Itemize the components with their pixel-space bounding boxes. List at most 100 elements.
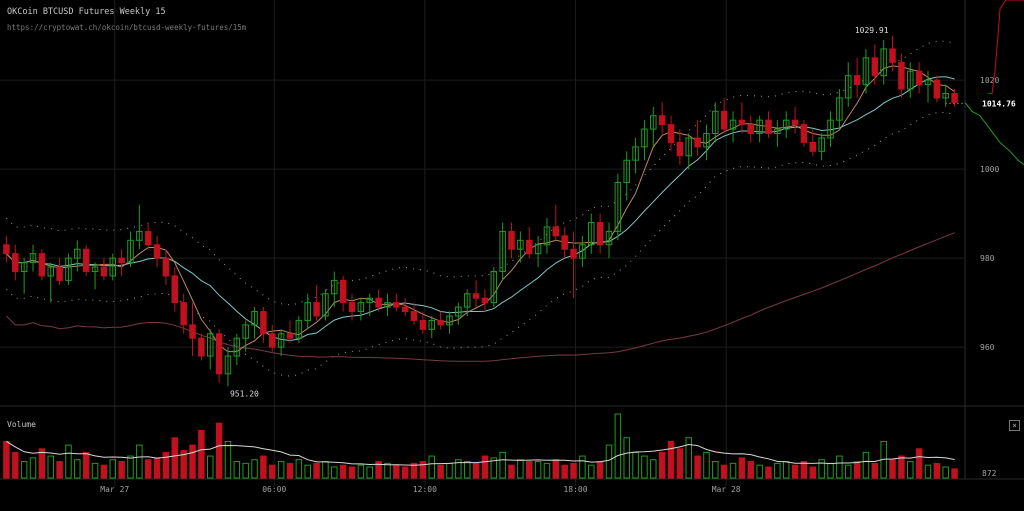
volume-bar [570, 462, 577, 479]
volume-bar [924, 464, 932, 479]
volume-bar [534, 461, 542, 479]
candle-body [818, 137, 825, 152]
candle-body [880, 48, 887, 77]
candle-body [393, 302, 400, 308]
candle-body [295, 319, 303, 339]
volume-bar [348, 466, 356, 479]
volume-bar [171, 437, 179, 479]
volume-bar [304, 464, 311, 479]
candle-body [136, 230, 143, 241]
candle-body [499, 230, 506, 272]
candle-body [153, 244, 161, 259]
candle-body [375, 297, 382, 308]
close-volume-icon[interactable]: × [1009, 420, 1020, 431]
high-price-label: 1029.91 [855, 26, 889, 35]
volume-bar [853, 461, 861, 479]
candle-body [286, 333, 294, 339]
volume-bar [251, 459, 258, 479]
candle-body [853, 75, 861, 86]
last-price-label: 1014.76 [982, 99, 1016, 108]
candle-body [277, 333, 285, 348]
volume-bar [809, 466, 817, 479]
volume-bar [596, 461, 604, 479]
candle-body [889, 48, 896, 63]
candle-body [765, 119, 772, 135]
candle-body [401, 306, 409, 313]
volume-bar [109, 459, 117, 479]
volume-bar [339, 464, 347, 479]
volume-bar [756, 464, 763, 479]
candle-body [871, 57, 879, 77]
candle-body [304, 302, 311, 321]
candle-body [517, 239, 524, 250]
volume-bar [907, 461, 914, 479]
volume-bar [313, 462, 320, 479]
volume-bar [490, 457, 498, 479]
candle-body [614, 181, 622, 232]
candle-body [162, 257, 170, 277]
candle-body [100, 266, 108, 277]
volume-bar [463, 461, 471, 479]
volume-bar [614, 413, 622, 479]
candle-body [605, 230, 613, 246]
candle-body [189, 324, 196, 339]
volume-bar [525, 461, 533, 479]
candle-body [694, 137, 701, 148]
candle-body [579, 244, 586, 259]
x-tick-label: 06:00 [262, 485, 286, 494]
candle-body [12, 253, 19, 272]
volume-bar [915, 448, 923, 479]
candle-body [827, 119, 834, 139]
candle-body [29, 253, 37, 264]
candle-body [703, 133, 710, 148]
volume-bar [3, 440, 10, 479]
x-tick-label: 18:00 [563, 485, 587, 494]
candle-body [570, 248, 577, 259]
candle-body [322, 293, 329, 317]
volume-panel-label: Volume [7, 420, 36, 429]
candle-body [534, 244, 542, 255]
volume-bar [472, 462, 480, 479]
candle-body [206, 333, 214, 357]
candle-body [898, 61, 905, 90]
candle-body [419, 319, 427, 330]
candle-body [20, 262, 28, 272]
volume-bar [605, 444, 613, 479]
candle-body [543, 226, 551, 246]
candle-body [472, 293, 480, 299]
candle-body [774, 128, 781, 135]
volume-bar [455, 459, 462, 479]
volume-bar [419, 461, 427, 479]
candle-body [463, 293, 471, 308]
y-tick-label: 1000 [980, 165, 999, 174]
candle-body [924, 79, 932, 86]
candle-body [366, 297, 373, 304]
candle-body [348, 302, 356, 313]
candle-body [658, 115, 666, 126]
volume-bar [481, 455, 489, 479]
volume-bar [384, 462, 391, 479]
volume-bar [729, 462, 737, 479]
candle-body [738, 119, 746, 126]
candle-body [729, 119, 737, 130]
candle-body [118, 257, 125, 264]
depth-ask-line [988, 0, 1024, 94]
volume-bar [862, 451, 870, 479]
volume-bar [800, 461, 808, 479]
volume-bar [942, 466, 949, 479]
candle-body [623, 159, 630, 183]
volume-bar [198, 429, 205, 479]
volume-bar [215, 422, 223, 479]
volume-bar [623, 437, 630, 479]
candle-body [481, 297, 489, 304]
candle-body [552, 226, 560, 237]
candle-body [525, 239, 533, 255]
volume-bar [951, 468, 958, 479]
volume-bar [561, 464, 568, 479]
candle-body [127, 239, 134, 264]
candle-body [242, 324, 249, 339]
candle-body [38, 253, 46, 277]
volume-bar [189, 444, 196, 479]
volume-bar [703, 451, 710, 479]
